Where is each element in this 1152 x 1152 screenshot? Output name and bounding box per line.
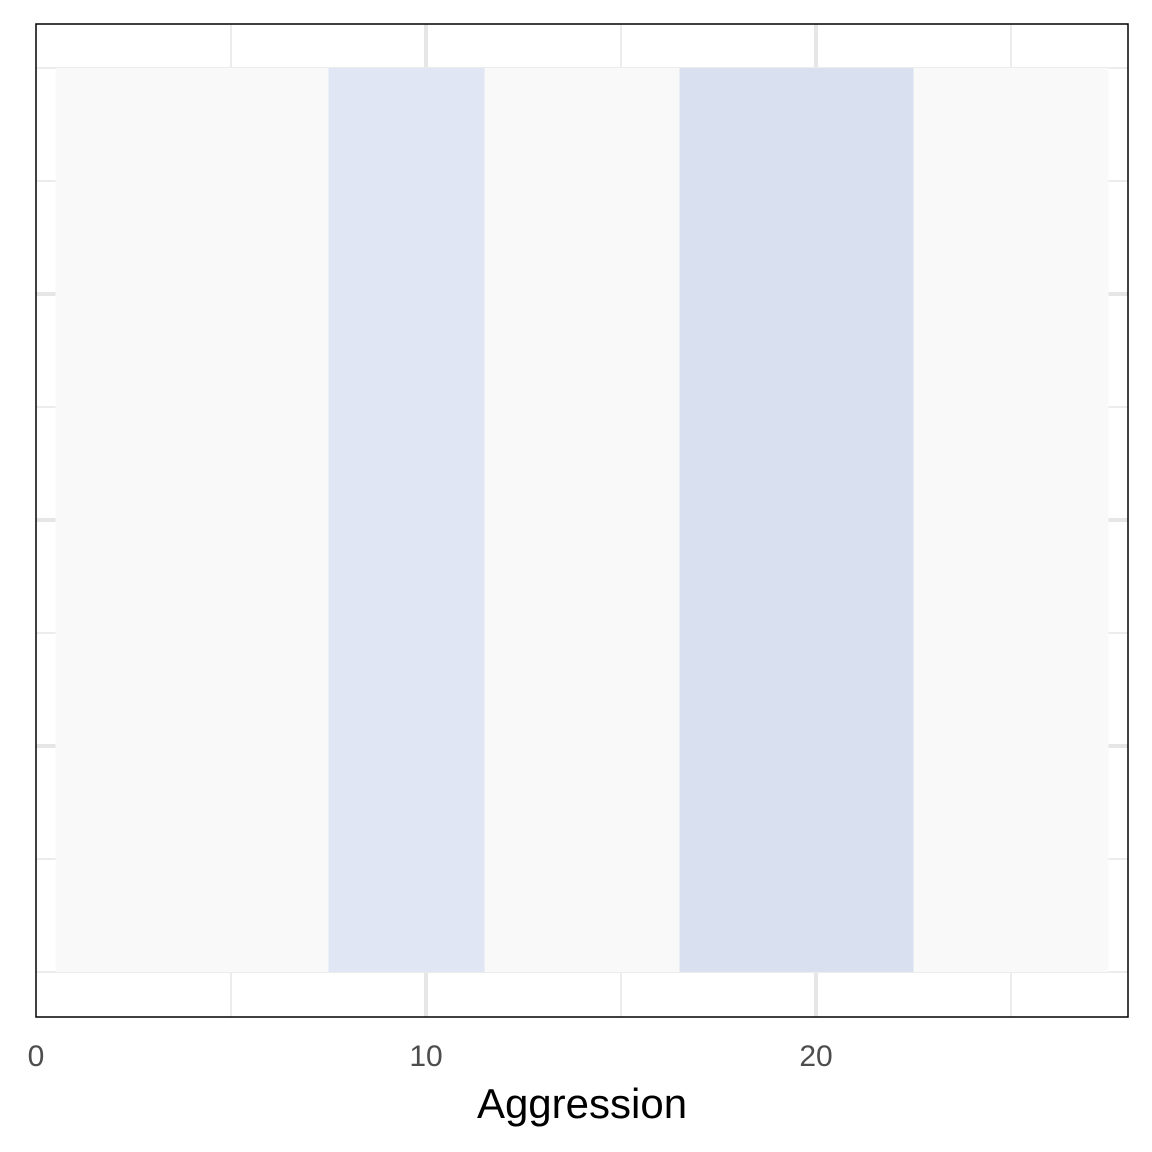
x-tick-label: 0 [28, 1040, 45, 1073]
bin-4 [913, 68, 1109, 972]
bin-0 [55, 68, 329, 972]
panel-border [35, 23, 1129, 1018]
x-axis-title: Aggression [477, 1080, 687, 1127]
bin-3 [679, 68, 914, 972]
bins [55, 68, 1109, 972]
x-tick-labels: 0 10 20 [28, 1040, 833, 1073]
bin-1 [328, 68, 485, 972]
x-tick-label: 10 [409, 1040, 442, 1073]
x-tick-label: 20 [799, 1040, 832, 1073]
bin-2 [484, 68, 680, 972]
